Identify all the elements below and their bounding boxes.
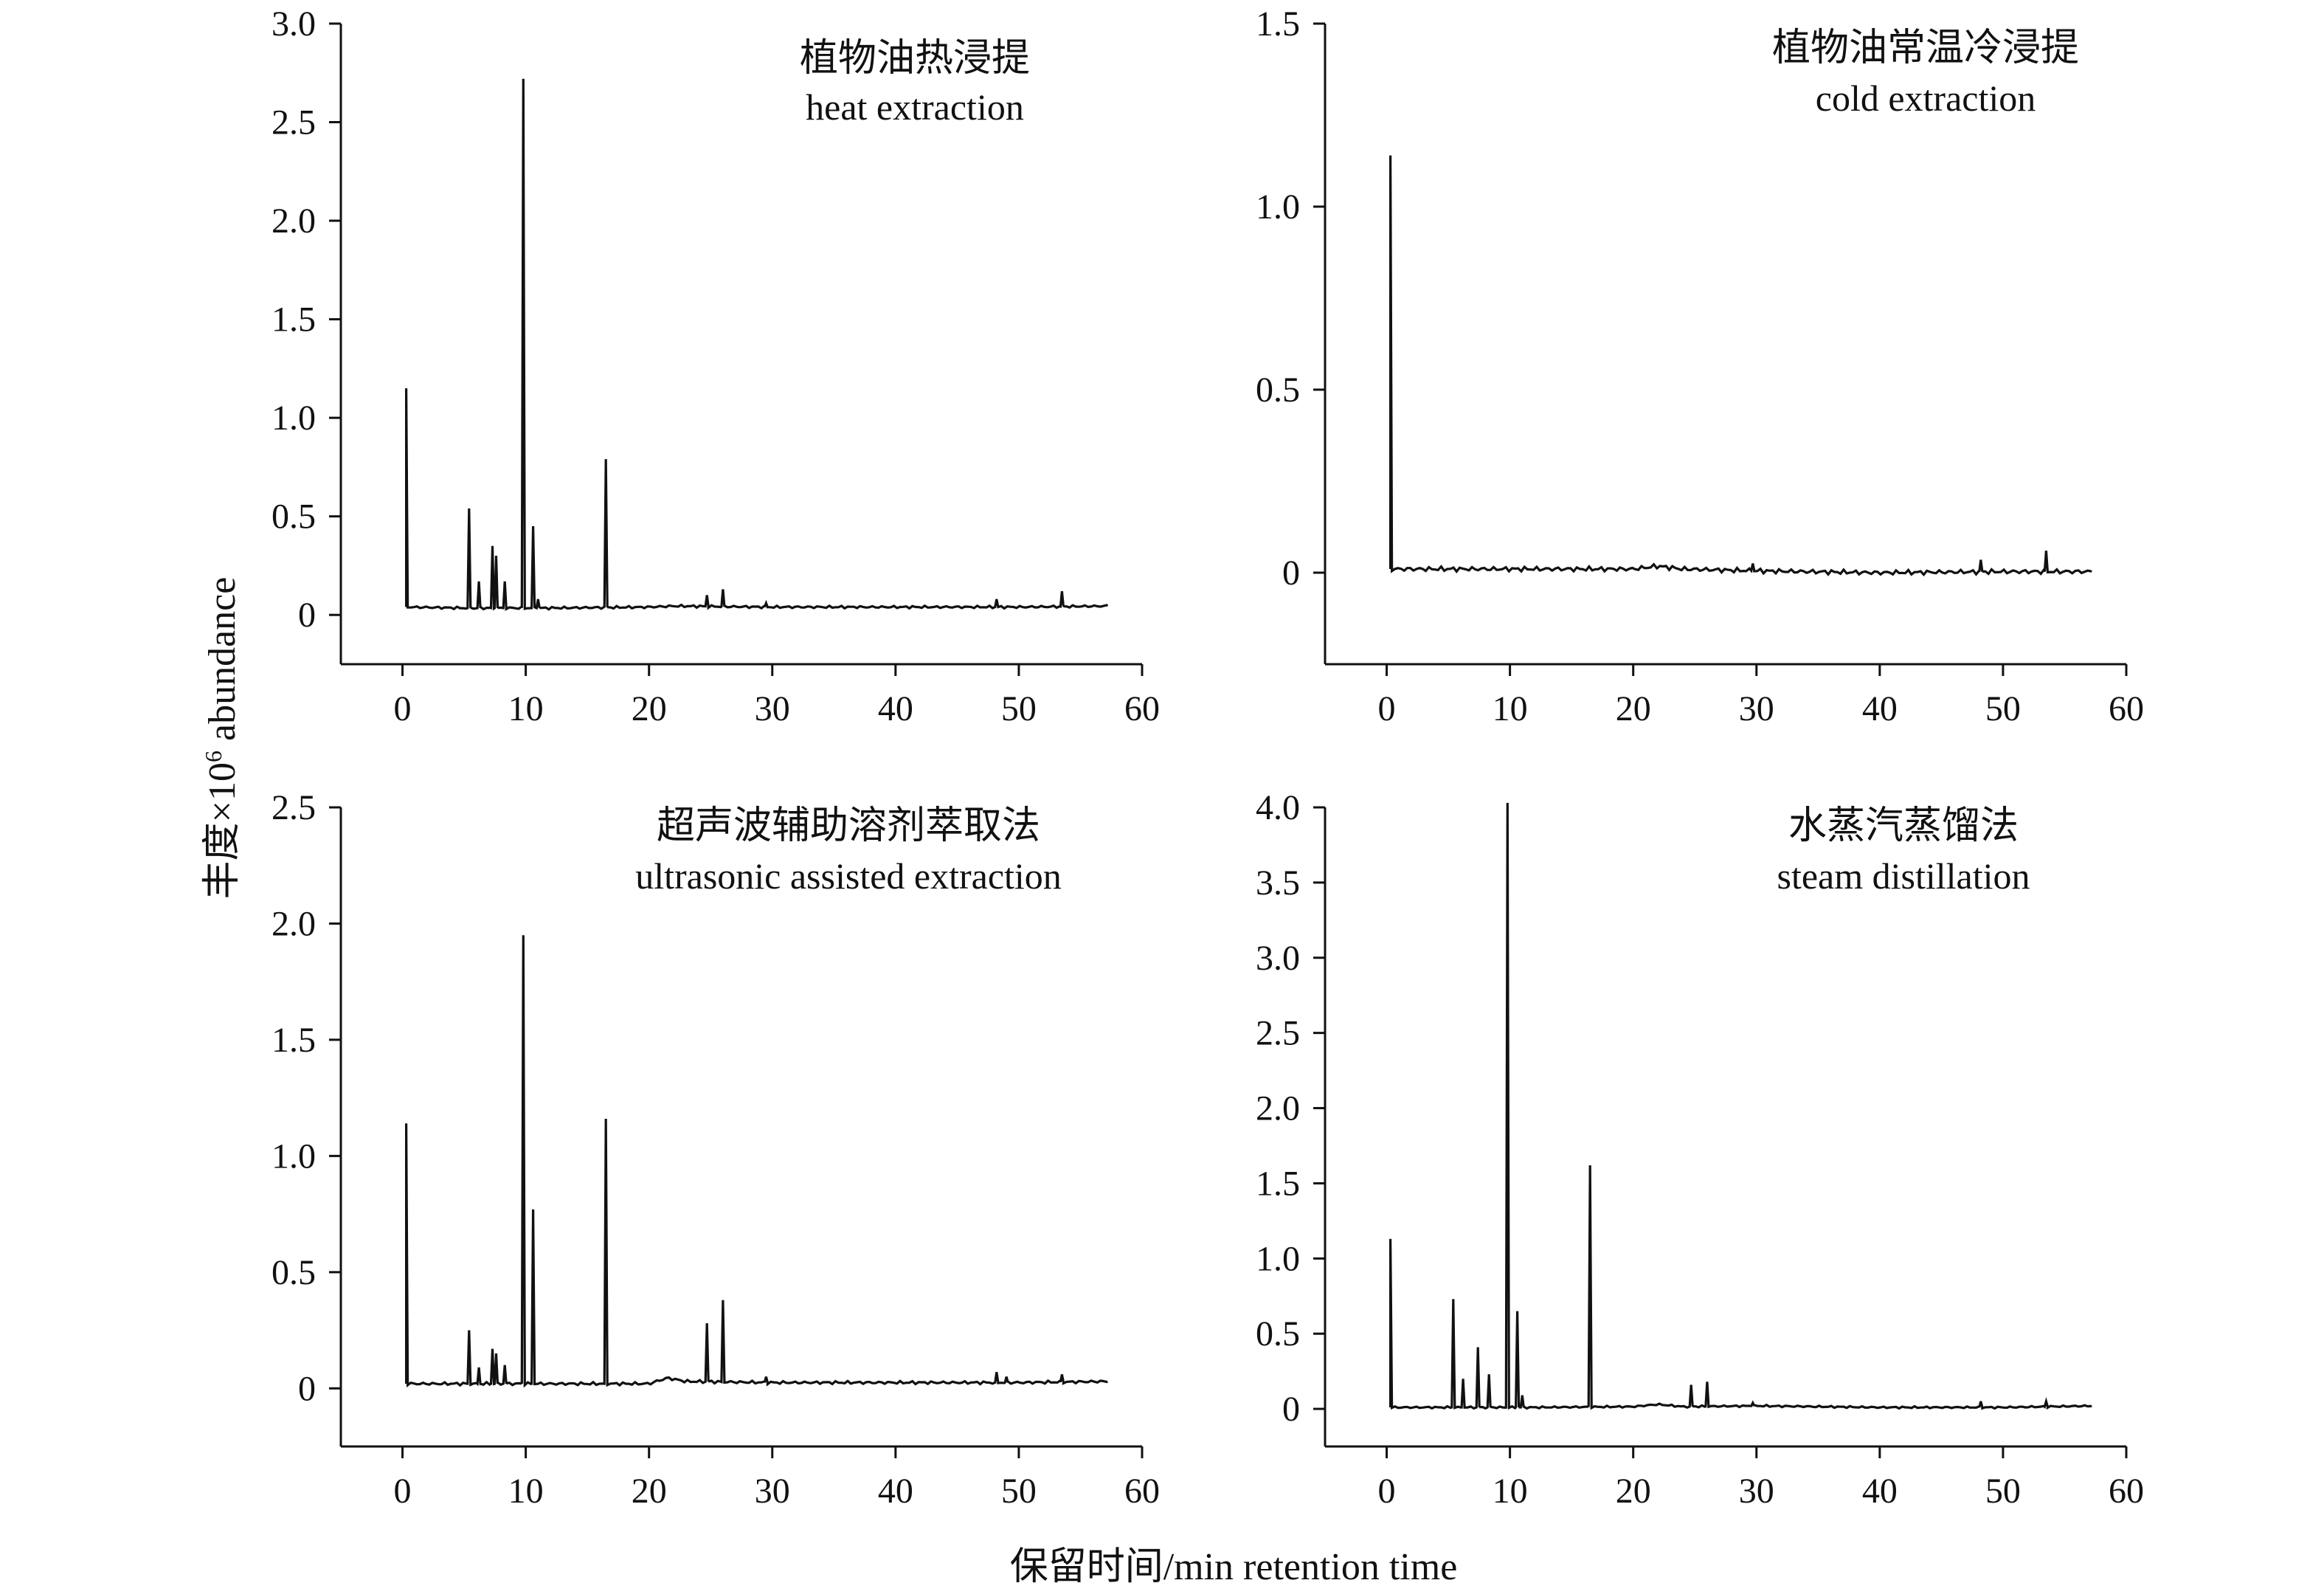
chromatogram-trace [405, 78, 1109, 611]
y-axis-title: 丰度×106 abundance [200, 577, 243, 900]
panel-title: 水蒸汽蒸馏法 [1788, 805, 2019, 847]
y-axis-title-prefix: 丰度×10 [201, 762, 243, 899]
y-tick-label: 2.5 [272, 103, 316, 142]
x-axis-title: 保留时间/min retention time [1010, 1546, 1458, 1583]
y-tick-label: 4.0 [1256, 788, 1300, 827]
panel-subtitle: heat extraction [806, 86, 1024, 128]
x-tick-label: 0 [1378, 1472, 1396, 1511]
y-tick-label: 1.5 [1256, 4, 1300, 44]
x-tick-label: 10 [1493, 689, 1528, 728]
y-tick-label: 2.0 [272, 904, 316, 943]
chart-panels: 0 0.5 1.0 1.5 2.0 2.5 3.0 0 10 20 30 40 50 60 植物油热浸提 he… [272, 4, 2144, 1511]
y-tick-label: 2.0 [1256, 1089, 1300, 1128]
panel-subtitle: ultrasonic assisted extraction [635, 855, 1062, 897]
chart-panel-3: 0 0.5 1.0 1.5 2.0 2.5 0 10 20 30 40 50 60 超声波辅助溶剂萃取法 u… [272, 788, 1160, 1511]
chromatogram-trace [1389, 802, 2092, 1410]
chart-panel-2: 0 0.5 1.0 1.5 0 10 20 30 40 50 60 植物油常温冷浸提 cold extr… [1256, 4, 2144, 728]
y-tick-label: 1.5 [272, 300, 316, 339]
x-tick-label: 60 [2109, 1472, 2144, 1511]
x-tick-label: 40 [878, 689, 913, 728]
y-tick-label: 1.0 [272, 1137, 316, 1176]
x-tick-label: 10 [508, 689, 544, 728]
y-tick-label: 3.5 [1256, 863, 1300, 903]
y-tick-label: 1.0 [1256, 187, 1300, 227]
y-axis-title-sup: 6 [200, 751, 226, 762]
x-tick-label: 40 [878, 1472, 913, 1511]
y-tick-label: 1.5 [272, 1021, 316, 1060]
y-tick-label: 0.5 [1256, 370, 1300, 410]
chart-panel-1: 0 0.5 1.0 1.5 2.0 2.5 3.0 0 10 20 30 40 50 60 植物油热浸提 he… [272, 4, 1160, 728]
y-tick-label: 1.0 [1256, 1239, 1300, 1278]
x-tick-label: 10 [1493, 1472, 1528, 1511]
x-tick-label: 30 [755, 689, 790, 728]
x-tick-label: 20 [632, 1472, 667, 1511]
x-tick-label: 20 [632, 689, 667, 728]
y-tick-label: 3.0 [1256, 939, 1300, 978]
y-tick-label: 0.5 [272, 1253, 316, 1292]
x-tick-label: 10 [508, 1472, 544, 1511]
x-tick-label: 60 [1124, 1472, 1160, 1511]
x-tick-label: 0 [394, 689, 412, 728]
x-tick-label: 50 [1985, 689, 2021, 728]
y-tick-label: 0.5 [272, 497, 316, 537]
chromatogram-trace [1389, 155, 2092, 577]
x-tick-label: 30 [1739, 689, 1774, 728]
y-tick-label: 0 [1282, 553, 1300, 593]
y-tick-label: 2.5 [1256, 1014, 1300, 1053]
x-tick-label: 60 [2109, 689, 2144, 728]
panel-title: 植物油常温冷浸提 [1772, 27, 2079, 69]
panel-title: 超声波辅助溶剂萃取法 [657, 805, 1040, 847]
chromatogram-trace [405, 935, 1108, 1388]
panel-title: 植物油热浸提 [800, 38, 1030, 80]
x-tick-label: 40 [1862, 689, 1898, 728]
panel-subtitle: cold extraction [1816, 77, 2036, 119]
y-tick-label: 2.5 [272, 788, 316, 827]
x-tick-label: 0 [1378, 689, 1396, 728]
x-tick-label: 0 [394, 1472, 412, 1511]
y-tick-label: 1.0 [272, 399, 316, 438]
x-tick-label: 40 [1862, 1472, 1898, 1511]
y-axis-title-suffix: abundance [201, 577, 243, 751]
chart-panel-4: 0 0.5 1.0 1.5 2.0 2.5 3.0 3.5 4.0 0 10 20 30 40 50 60 水蒸… [1256, 788, 2144, 1511]
y-tick-label: 1.5 [1256, 1164, 1300, 1203]
y-tick-label: 3.0 [272, 4, 316, 44]
x-tick-label: 30 [755, 1472, 790, 1511]
y-tick-label: 0.5 [1256, 1314, 1300, 1353]
y-tick-label: 0 [298, 596, 316, 635]
y-tick-label: 2.0 [272, 201, 316, 241]
x-tick-label: 50 [1985, 1472, 2021, 1511]
y-tick-label: 0 [298, 1369, 316, 1408]
x-tick-label: 20 [1616, 1472, 1651, 1511]
x-tick-label: 50 [1001, 689, 1037, 728]
x-tick-label: 60 [1124, 689, 1160, 728]
x-tick-label: 20 [1616, 689, 1651, 728]
x-tick-label: 30 [1739, 1472, 1774, 1511]
x-tick-label: 50 [1001, 1472, 1037, 1511]
panel-subtitle: steam distillation [1777, 855, 2030, 897]
y-tick-label: 0 [1282, 1390, 1300, 1429]
